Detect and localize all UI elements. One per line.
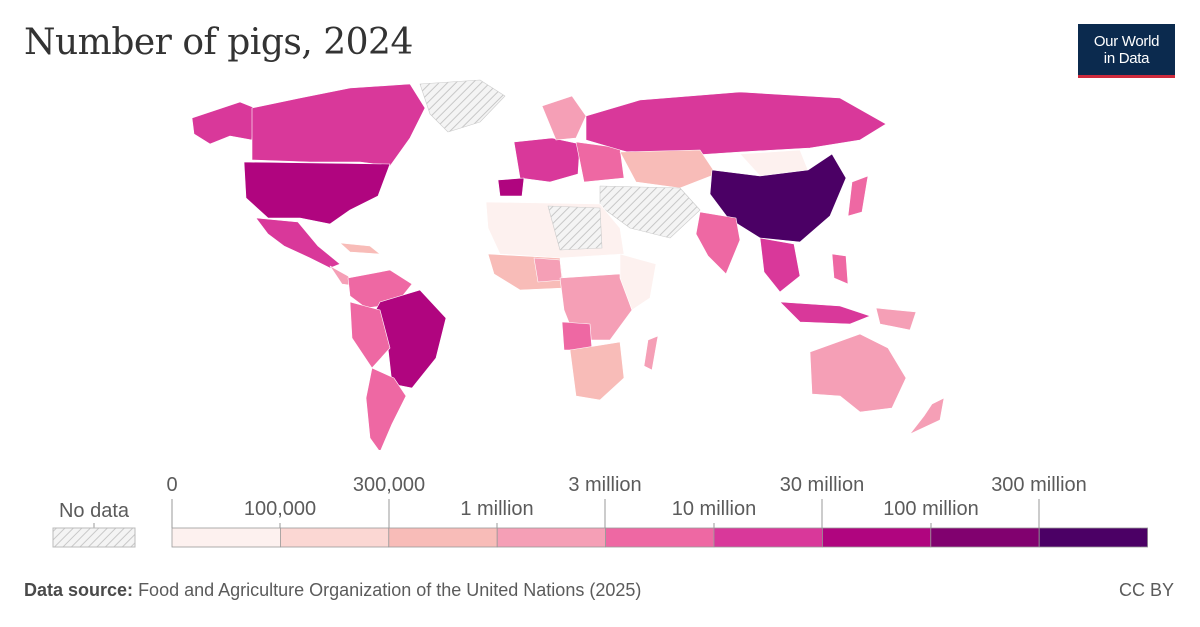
legend-arrow (1140, 528, 1146, 547)
legend-bins (171, 527, 1148, 548)
legend-svg: No data 0 300,000 3 million 30 million 3… (52, 474, 1148, 548)
legend-tick-3m: 3 million (568, 474, 641, 496)
legend-no-data-label: No data (59, 500, 130, 522)
region-eastern-europe[interactable] (575, 141, 625, 183)
region-russia[interactable] (585, 91, 887, 159)
source-label: Data source: (24, 580, 134, 600)
region-mexico[interactable] (255, 217, 341, 269)
license-link[interactable]: CC BY (1118, 580, 1174, 600)
region-india[interactable] (695, 211, 741, 275)
legend-bin-8 (1038, 527, 1148, 548)
region-western-europe[interactable] (513, 137, 581, 183)
legend-bin-2 (388, 527, 498, 548)
logo-line-2: in Data (1103, 49, 1150, 67)
region-nigeria[interactable] (533, 257, 563, 283)
region-angola[interactable] (561, 321, 593, 351)
legend-bin-5 (713, 527, 823, 548)
footer-source: Data source: Food and Agriculture Organi… (24, 580, 641, 601)
legend-bin-1 (279, 527, 390, 548)
world-map (139, 78, 970, 453)
region-australia[interactable] (809, 333, 907, 413)
legend-bin-0 (171, 527, 281, 548)
region-png[interactable] (875, 307, 917, 331)
legend-bin-4 (605, 527, 715, 548)
region-new-zealand[interactable] (909, 397, 945, 435)
region-caribbean[interactable] (339, 242, 381, 255)
legend-no-data-swatch (52, 527, 136, 548)
world-map-svg (139, 79, 945, 453)
region-southern-africa[interactable] (569, 341, 625, 401)
chart-title: Number of pigs, 2024 (24, 22, 413, 63)
region-greenland (419, 79, 506, 133)
color-legend: No data 0 300,000 3 million 30 million 3… (0, 465, 1200, 555)
legend-bin-7 (930, 527, 1040, 548)
legend-tick-0: 0 (166, 474, 177, 496)
region-argentina[interactable] (365, 367, 407, 453)
legend-tick-30m: 30 million (780, 474, 864, 496)
owid-logo[interactable]: Our World in Data (1078, 24, 1175, 78)
region-spain[interactable] (497, 177, 525, 197)
region-canada[interactable] (251, 83, 426, 167)
region-central-asia[interactable] (619, 149, 717, 189)
legend-tick-10m: 10 million (672, 498, 756, 520)
legend-tick-300m: 300 million (991, 474, 1087, 496)
region-alaska[interactable] (191, 101, 256, 145)
region-indonesia[interactable] (779, 301, 871, 325)
logo-line-1: Our World (1093, 32, 1160, 50)
region-china[interactable] (709, 153, 847, 243)
region-sahara-no-data (547, 205, 603, 251)
legend-bin-3 (496, 527, 607, 548)
source-text: Food and Agriculture Organization of the… (138, 580, 642, 600)
legend-bottom-ticks: 100,000 1 million 10 million 100 million (244, 498, 979, 520)
region-madagascar[interactable] (643, 335, 659, 371)
region-scandinavia[interactable] (541, 95, 587, 141)
legend-tick-1m: 1 million (460, 498, 533, 520)
region-usa[interactable] (243, 161, 391, 225)
region-east-africa[interactable] (619, 253, 657, 311)
region-japan[interactable] (847, 175, 869, 217)
region-peru-bolivia[interactable] (349, 301, 391, 369)
region-philippines[interactable] (831, 253, 849, 285)
legend-tick-100k: 100,000 (244, 498, 316, 520)
legend-tick-100m: 100 million (883, 498, 979, 520)
legend-top-ticks: 0 300,000 3 million 30 million 300 milli… (166, 474, 1086, 496)
region-southeast-asia[interactable] (759, 237, 801, 293)
legend-bin-6 (822, 527, 932, 548)
legend-tick-300k: 300,000 (353, 474, 425, 496)
